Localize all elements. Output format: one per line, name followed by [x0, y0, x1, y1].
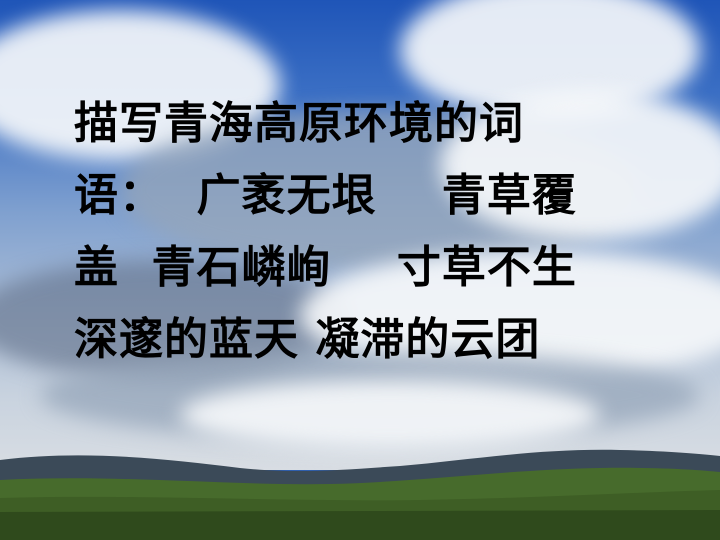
slide-text-block: 描写青海高原环境的词 语： 广袤无垠 青草覆 盖 青石嶙峋 寸草不生 深邃的蓝天…: [74, 88, 674, 376]
cloud: [180, 380, 600, 450]
text-line: 语： 广袤无垠 青草覆: [74, 170, 577, 221]
cloud: [440, 90, 720, 240]
text-line: 描写青海高原环境的词: [74, 98, 524, 149]
grassland-hills: [0, 449, 720, 540]
text-line: 盖 青石嶙峋 寸草不生: [74, 242, 577, 293]
text-line: 深邃的蓝天 凝滞的云团: [74, 314, 541, 365]
